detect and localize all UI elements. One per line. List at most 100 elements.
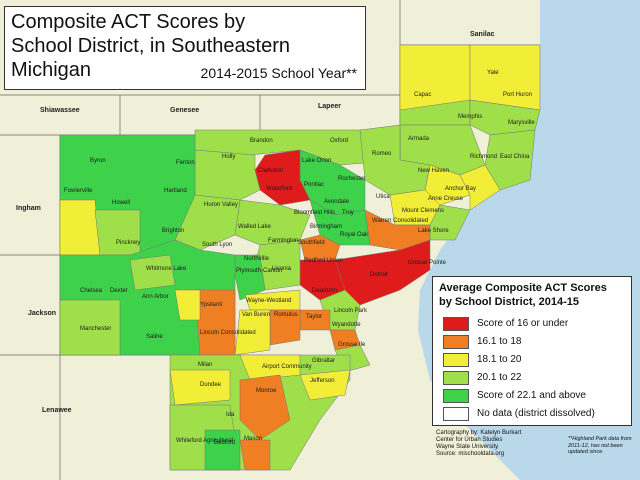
district-label: Whitmore Lake	[146, 266, 187, 272]
legend-label: Score of 22.1 and above	[477, 390, 586, 401]
district-label: Lake Orion	[302, 158, 331, 164]
credit-line: Wayne State University	[436, 444, 499, 450]
district-label: Dexter	[110, 288, 128, 294]
district-label: Troy	[342, 210, 354, 216]
district-label: Lake Shore	[418, 228, 449, 234]
district-label: Whiteford Agricultural	[176, 438, 233, 444]
map-title-line-2: School District, in Southeastern	[11, 35, 291, 57]
district-label: Dearborn	[312, 288, 337, 294]
district-label: New Haven	[418, 168, 449, 174]
district-label: Pontiac	[304, 182, 324, 188]
district-label: Taylor	[306, 314, 322, 320]
legend: Average Composite ACT Scores by School D…	[432, 276, 632, 426]
credit-line: Source: mischooldata.org	[436, 451, 505, 457]
district-label: Lincoln Park	[334, 308, 368, 314]
district-label: Armada	[408, 136, 430, 142]
district-shape	[239, 439, 271, 471]
district-label: Holly	[222, 154, 235, 160]
district-label: Mount Clemens	[402, 208, 444, 214]
district-label: Wyandotte	[332, 322, 361, 328]
district-shape	[194, 289, 236, 356]
district-label: Brandon	[250, 138, 273, 144]
district-shape	[299, 369, 351, 401]
district-label: Walled Lake	[238, 224, 271, 230]
district-shape	[484, 129, 536, 191]
district-shape	[299, 309, 331, 331]
district-label: Plymouth-Canton	[236, 268, 282, 274]
legend-swatch	[443, 317, 469, 331]
district-label: Monroe	[256, 388, 277, 394]
county-label-jackson: Jackson	[28, 310, 56, 317]
district-label: Milan	[198, 362, 212, 368]
district-label: Chelsea	[80, 288, 103, 294]
footnote-line: **Highland Park data from	[568, 436, 632, 442]
district-label: Mason	[244, 436, 262, 442]
district-label: Anchor Bay	[445, 186, 476, 192]
district-label: Marysville	[508, 120, 535, 126]
district-label: Gibraltar	[312, 358, 335, 364]
map-title-box: Composite ACT Scores by School District,…	[4, 6, 366, 90]
county-label-lapeer: Lapeer	[318, 103, 341, 110]
legend-swatch	[443, 389, 469, 403]
district-label: Northville	[244, 256, 270, 262]
district-label: Howell	[112, 200, 130, 206]
district-label: Memphis	[458, 114, 482, 120]
district-label: Waterford	[266, 186, 292, 192]
credit-line: Cartography by: Katelyn Burkart	[436, 430, 522, 436]
county-label-genesee: Genesee	[170, 107, 199, 114]
district-label: Utica	[376, 194, 390, 200]
district-shape	[169, 369, 231, 406]
district-shape	[59, 199, 101, 256]
legend-swatch	[443, 335, 469, 349]
legend-label: Score of 16 or under	[477, 318, 569, 329]
county-label-ingham: Ingham	[16, 205, 41, 212]
legend-label: 20.1 to 22	[477, 372, 522, 383]
district-label: Bloomfield Hills	[294, 210, 335, 216]
district-label: Fenton	[176, 160, 195, 166]
district-label: Warren Consolidated	[372, 218, 428, 224]
district-label: South Lyon	[202, 242, 232, 248]
county-label-sanilac: Sanilac	[470, 31, 495, 38]
district-shape	[299, 234, 341, 261]
map-subtitle: 2014-2015 School Year**	[200, 65, 357, 81]
district-label: Huron Valley	[204, 202, 238, 208]
district-label: Ypsilanti	[200, 302, 222, 308]
cartography-credits: Cartography by: Katelyn Burkart Center f…	[436, 430, 521, 458]
district-label: Wayne-Westland	[246, 298, 291, 304]
map-title-line-3: Michigan	[11, 59, 92, 81]
district-label: Farmington	[268, 238, 298, 244]
district-label: Romulus	[274, 312, 298, 318]
district-label: Rochester	[338, 176, 365, 182]
highland-park-footnote: **Highland Park data from 2011-12, has n…	[568, 436, 632, 456]
district-label: Fowlerville	[64, 188, 93, 194]
district-shape	[459, 164, 501, 211]
district-shape	[234, 309, 271, 356]
district-label: Dundee	[200, 382, 222, 388]
district-label: Ann Arbor	[142, 294, 169, 300]
district-shape	[429, 204, 471, 241]
district-label: Yale	[487, 70, 499, 76]
legend-swatch	[443, 353, 469, 367]
district-shape	[239, 374, 291, 441]
district-label: Hartland	[164, 188, 187, 194]
legend-swatch	[443, 407, 469, 421]
legend-label: No data (district dissolved)	[477, 408, 595, 419]
district-label: Lincoln Consolidated	[200, 330, 256, 336]
district-label: Livonia	[272, 266, 292, 272]
district-shape	[469, 44, 541, 111]
district-label: Grosse Ile	[338, 342, 366, 348]
district-shape	[94, 209, 141, 256]
district-labels: Yale Capac Port Huron Memphis Marysville…	[64, 70, 535, 446]
credit-line: Center for Urban Studies	[436, 437, 503, 443]
district-shape	[399, 44, 471, 111]
district-label: Airport Community	[262, 364, 312, 370]
district-label: Byron	[90, 158, 106, 164]
district-label: Richmond	[470, 154, 497, 160]
legend-title-line-2: by School District, 2014-15	[439, 296, 579, 308]
district-label: Clarkston	[258, 168, 283, 174]
legend-title-line-1: Average Composite ACT Scores	[439, 282, 607, 294]
legend-title: Average Composite ACT Scores by School D…	[439, 281, 629, 309]
district-label: Capac	[414, 92, 431, 98]
legend-swatch	[443, 371, 469, 385]
